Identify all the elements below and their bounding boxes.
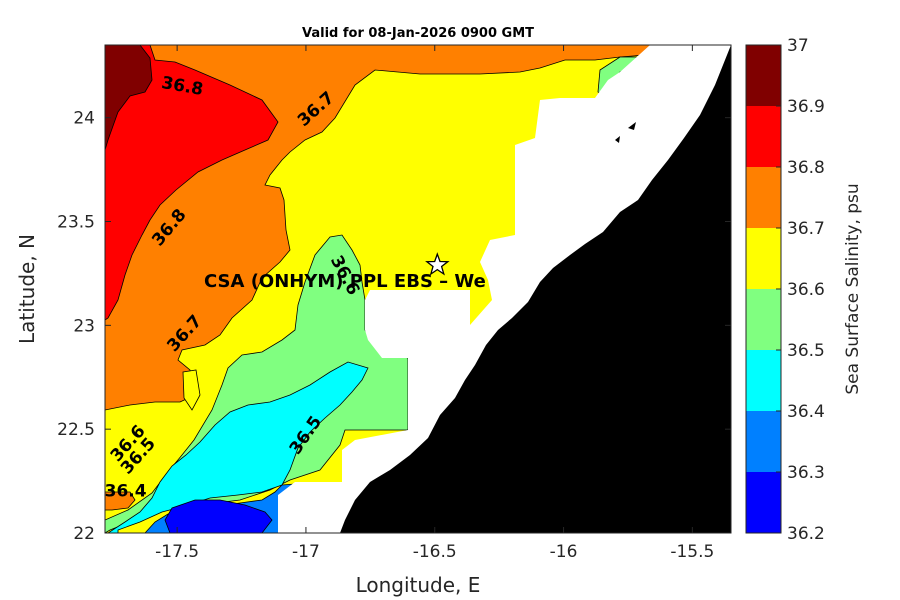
plot-frame [104,44,732,534]
band-36-9-37 [105,45,153,151]
land-inlet [578,126,628,178]
station-label: CSA (ONHYM) PPL EBS – We [204,271,486,292]
colorbar-tick-label: 36.7 [787,219,825,239]
colorbar-tick-label: 36.8 [787,158,825,178]
band-36-2-36-3 [164,499,273,533]
y-tick-label: 22.5 [57,420,95,440]
colorbar-tick-label: 36.2 [787,524,825,544]
coastal-islet-2 [615,136,620,143]
colorbar-swatch [746,289,781,350]
colorbar-tick-label: 36.6 [787,280,825,300]
y-tick-label: 23.5 [57,213,95,233]
colorbar-swatch [746,350,781,411]
land-mass [340,45,731,533]
colorbar-swatch [746,167,781,228]
colorbar-swatch [746,228,781,289]
band-36-8-36-9 [105,45,279,321]
coastal-islet-1 [628,122,636,130]
x-tick-label: -17.5 [155,542,199,562]
colorbar-tick-label: 36.4 [787,402,825,422]
station: CSA (ONHYM) PPL EBS – We [204,252,486,292]
colorbar-tick-label: 36.9 [787,97,825,117]
band-36-6-36-7-island [182,369,201,411]
y-axis-title: Latitude, N [15,234,39,344]
x-axis-title: Longitude, E [356,573,481,597]
band-36-5-36-6 [105,234,409,533]
colorbar-tick-label: 37 [787,36,809,56]
x-tick-label: -16.5 [413,542,457,562]
colorbar-title: Sea Surface Salinity, psu [843,183,863,394]
contour-label: 36.4 [105,481,147,501]
x-axis: -17.5 -17 -16.5 -16 -15.5 [155,45,714,562]
band-36-7-36-8-patch [105,491,136,511]
station-star-icon [425,252,450,276]
colorbar-tick-label: 36.5 [787,341,825,361]
x-tick-label: -16 [550,542,578,562]
colorbar: 36.2 36.3 36.4 36.5 36.6 36.7 36.8 36.9 37 [745,36,825,544]
x-tick-label: -15.5 [670,542,714,562]
colorbar-swatch [746,472,781,533]
colorbar-swatch [746,106,781,167]
colorbar-tick-label: 36.3 [787,463,825,483]
band-36-4-36-5 [107,361,369,533]
x-tick-label: -17 [292,542,320,562]
contour-fill-area [105,45,731,533]
y-tick-label: 22 [73,524,95,544]
chart-title: Valid for 08-Jan-2026 0900 GMT [302,26,534,41]
y-tick-label: 24 [73,109,95,129]
colorbar-swatch [746,45,781,106]
colorbar-swatch [746,411,781,472]
y-tick-label: 23 [73,316,95,336]
y-axis: 22 22.5 23 23.5 24 [57,109,731,544]
